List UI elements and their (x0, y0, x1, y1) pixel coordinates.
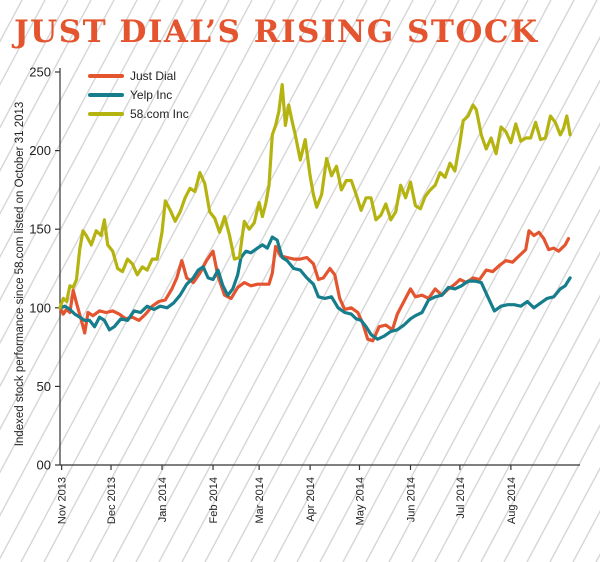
hatch-line (0, 0, 92, 172)
y-tick-label: 150 (29, 222, 51, 237)
y-tick-label: 100 (29, 300, 51, 315)
x-tick-label: Aug 2014 (506, 477, 518, 524)
hatch-line (0, 0, 115, 216)
legend-label-58-com-inc: 58.com Inc (130, 107, 189, 121)
chart-title: JUST DIAL’S RISING STOCK (11, 14, 539, 50)
hatch-line (365, 122, 600, 562)
hatch-line (457, 294, 600, 562)
y-tick-label: 250 (29, 65, 51, 80)
hatch-line (0, 0, 299, 560)
x-tick-label: Feb 2014 (208, 477, 220, 523)
hatch-line (66, 0, 368, 562)
hatch-line (273, 0, 575, 562)
x-tick-label: Dec 2013 (106, 477, 118, 524)
x-tick-label: Nov 2013 (57, 477, 69, 524)
hatch-line (250, 0, 552, 562)
hatch-line (480, 337, 600, 562)
hatch-line (0, 0, 253, 474)
y-tick-label: 00 (37, 458, 51, 473)
hatch-line (434, 251, 600, 562)
hatch-line (89, 0, 391, 562)
hatch-line (0, 0, 138, 259)
x-tick-label: Jan 2014 (157, 477, 169, 522)
axes: 00 50 100 150 200 250 Nov 2013 Dec 2013 Jan 2014… (29, 65, 580, 525)
hatch-line (135, 0, 437, 562)
hatch-line (0, 0, 207, 388)
series-lines (58, 83, 572, 343)
hatch-line (342, 79, 600, 562)
hatch-line (388, 165, 600, 562)
x-tick-label: Jul 2014 (455, 477, 467, 519)
series-line-just-dial (58, 229, 571, 343)
legend: Just Dial Yelp Inc 58.com Inc (88, 69, 189, 121)
x-tick-label: Mar 2014 (254, 477, 266, 523)
y-axis-label: Indexed stock performance since 58.com l… (14, 102, 26, 447)
hatch-line (0, 0, 230, 431)
hatch-line (181, 0, 483, 562)
hatch-line (0, 0, 276, 517)
x-tick-label: Apr 2014 (305, 477, 317, 522)
hatch-line (526, 423, 600, 562)
series-line-58-com-inc (58, 83, 572, 310)
hatch-line (0, 0, 69, 129)
hatch-line (204, 0, 506, 562)
legend-label-yelp-inc: Yelp Inc (130, 88, 172, 102)
x-tick-label: May 2014 (354, 477, 366, 525)
series-line-yelp-inc (58, 235, 572, 341)
hatch-line (411, 208, 600, 562)
hatch-line (503, 380, 600, 562)
legend-label-just-dial: Just Dial (130, 69, 176, 83)
x-tick-label: Jun 2014 (406, 477, 418, 522)
hatch-line (296, 0, 598, 562)
hatch-line (0, 0, 184, 345)
y-tick-label: 200 (29, 143, 51, 158)
hatch-line (20, 0, 322, 562)
hatch-line (572, 509, 600, 562)
y-tick-label: 50 (37, 379, 51, 394)
hatch-line (227, 0, 529, 562)
hatch-line (112, 0, 414, 562)
